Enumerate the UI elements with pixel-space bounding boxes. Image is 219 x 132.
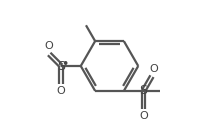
Text: S: S [57, 60, 65, 72]
Text: O: O [149, 64, 158, 74]
Text: O: O [139, 111, 148, 121]
Text: •: • [61, 58, 68, 71]
Text: O: O [45, 41, 53, 51]
Text: O: O [57, 86, 65, 96]
Text: S: S [140, 84, 147, 97]
